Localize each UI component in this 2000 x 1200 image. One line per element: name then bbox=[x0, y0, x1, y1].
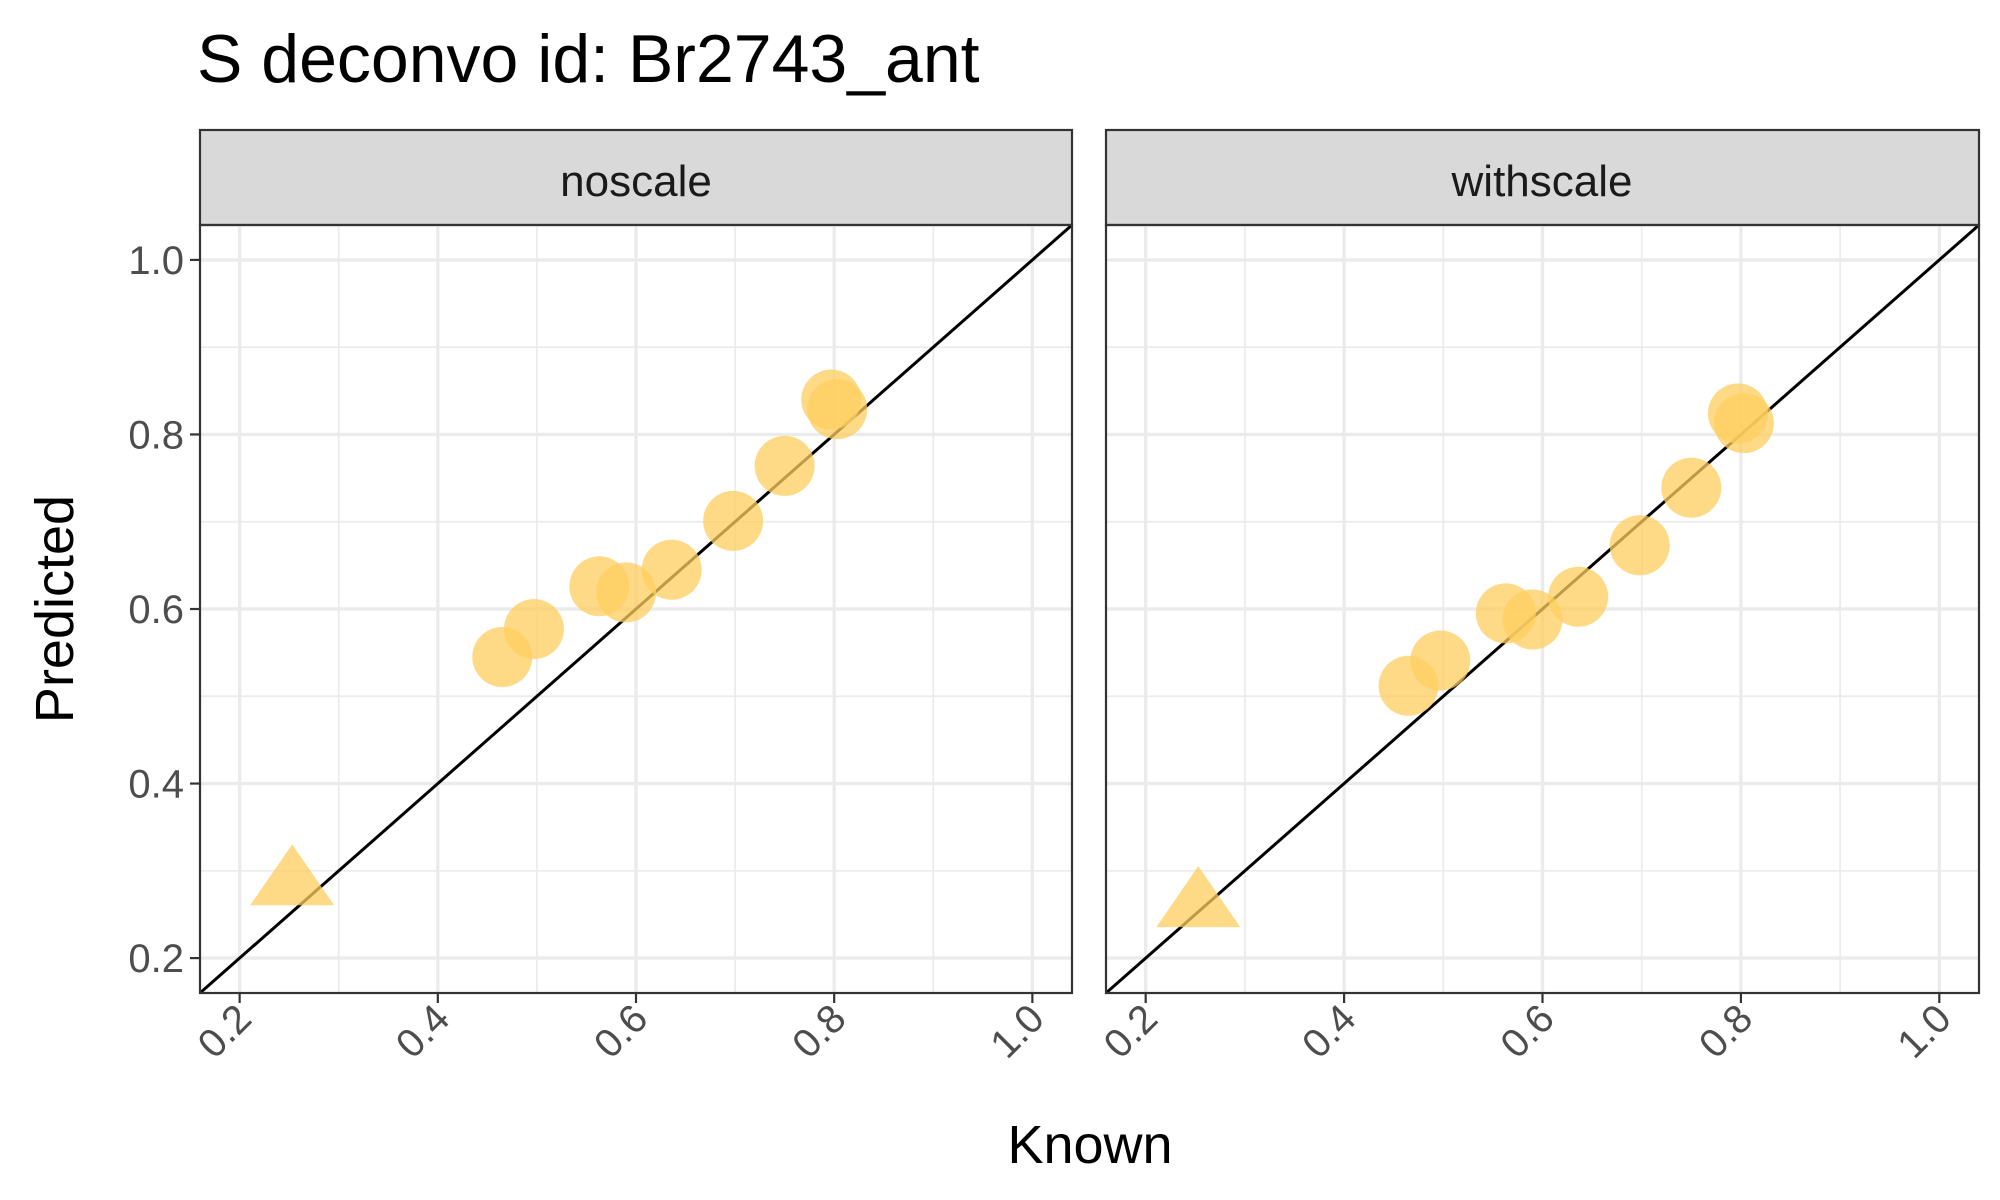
facet-panel-withscale: withscale 0.2 0.4 0.6 0.8 1.0 bbox=[1096, 128, 1981, 1067]
x-tick-label: 0.4 bbox=[1294, 996, 1364, 1066]
grid-noscale bbox=[200, 225, 1072, 993]
data-point bbox=[1609, 515, 1670, 576]
y-tick-label: 0.2 bbox=[128, 937, 184, 981]
data-point bbox=[1502, 589, 1563, 650]
y-tick-label: 0.4 bbox=[128, 763, 184, 807]
x-tick-label: 0.4 bbox=[388, 996, 458, 1066]
facet-panel-noscale: noscale 0.2 0.4 0.6 0.8 1.0 0.2 0.4 0.6 0.8 1.0 bbox=[128, 128, 1074, 1067]
x-tick-label: 0.6 bbox=[586, 996, 656, 1066]
data-point bbox=[503, 599, 564, 660]
x-axis-noscale: 0.2 0.4 0.6 0.8 1.0 bbox=[190, 993, 1053, 1067]
points-withscale bbox=[1156, 383, 1774, 928]
y-axis: 0.2 0.4 0.6 0.8 1.0 bbox=[128, 239, 200, 981]
x-tick-label: 0.2 bbox=[190, 996, 260, 1066]
y-axis-title: Predicted bbox=[25, 495, 85, 723]
x-tick-label: 0.8 bbox=[784, 996, 854, 1066]
data-point bbox=[1713, 393, 1774, 454]
x-axis-title: Known bbox=[1007, 1115, 1172, 1175]
chart-title: S deconvo id: Br2743_ant bbox=[197, 21, 980, 97]
x-tick-label: 1.0 bbox=[1889, 996, 1959, 1066]
y-tick-label: 0.8 bbox=[128, 413, 184, 457]
x-tick-label: 1.0 bbox=[982, 996, 1052, 1066]
x-tick-label: 0.8 bbox=[1691, 996, 1761, 1066]
data-point bbox=[754, 435, 815, 496]
strip-label-withscale: withscale bbox=[1451, 157, 1633, 206]
points-noscale bbox=[250, 369, 868, 906]
data-point bbox=[703, 490, 764, 551]
data-point bbox=[807, 379, 868, 440]
strip-withscale-bg bbox=[1104, 128, 1981, 227]
data-point-triangle bbox=[1156, 866, 1241, 928]
data-point bbox=[596, 562, 657, 623]
strip-label-noscale: noscale bbox=[560, 157, 712, 206]
data-point bbox=[1548, 566, 1609, 627]
data-point bbox=[1410, 630, 1471, 691]
data-point bbox=[1661, 457, 1722, 518]
x-tick-label: 0.6 bbox=[1492, 996, 1562, 1066]
x-axis-withscale: 0.2 0.4 0.6 0.8 1.0 bbox=[1096, 993, 1960, 1067]
data-point bbox=[641, 539, 702, 600]
data-point-triangle bbox=[250, 844, 335, 906]
y-tick-label: 0.6 bbox=[128, 588, 184, 632]
y-tick-label: 1.0 bbox=[128, 239, 184, 283]
strip-noscale-bg bbox=[198, 128, 1074, 227]
x-tick-label: 0.2 bbox=[1096, 996, 1166, 1066]
